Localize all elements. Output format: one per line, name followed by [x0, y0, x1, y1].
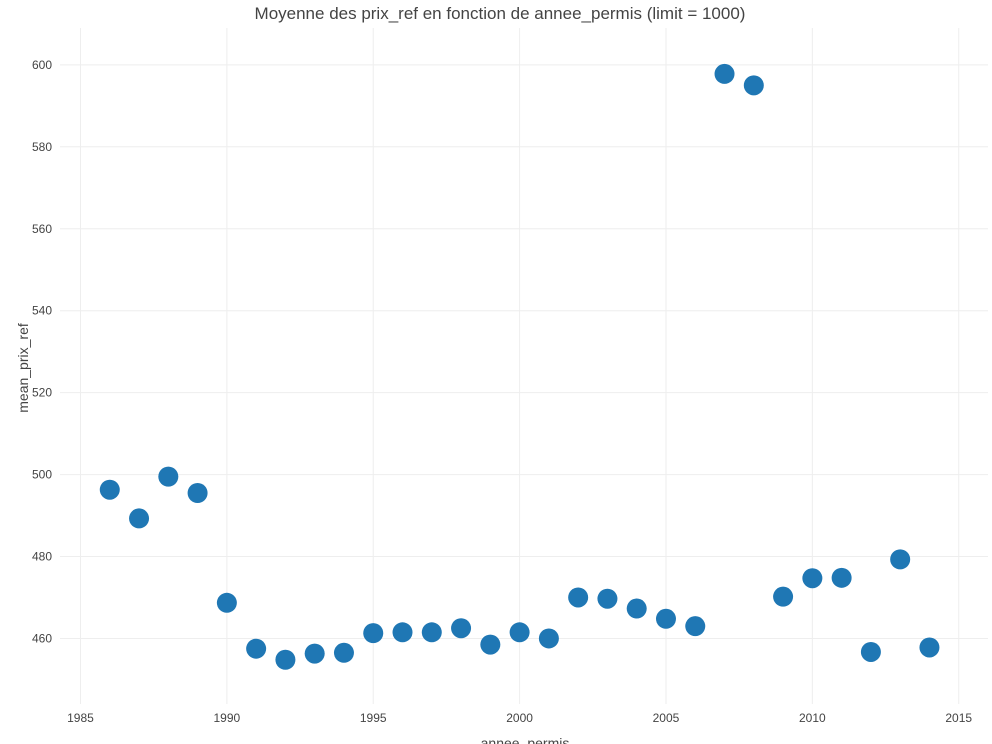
x-axis-title: annee_permis — [481, 735, 570, 744]
x-tick-label: 1995 — [360, 711, 387, 725]
data-point[interactable] — [129, 508, 150, 529]
data-point[interactable] — [626, 598, 647, 619]
data-point[interactable] — [158, 466, 179, 487]
data-point[interactable] — [773, 586, 794, 607]
y-tick-label: 600 — [32, 58, 52, 72]
data-point[interactable] — [480, 634, 501, 655]
x-tick-label: 2005 — [653, 711, 680, 725]
y-tick-label: 480 — [32, 550, 52, 564]
data-point[interactable] — [275, 649, 296, 670]
data-point[interactable] — [187, 483, 208, 504]
y-tick-label: 580 — [32, 140, 52, 154]
y-axis-title: mean_prix_ref — [15, 323, 31, 413]
data-point[interactable] — [919, 637, 940, 658]
data-point[interactable] — [451, 618, 472, 639]
data-point[interactable] — [99, 479, 120, 500]
data-point[interactable] — [363, 623, 384, 644]
data-point[interactable] — [831, 567, 852, 588]
data-point[interactable] — [216, 592, 237, 613]
x-axis-ticks: 1985 1990 1995 2000 2005 2010 2015 — [67, 711, 972, 725]
data-point[interactable] — [333, 642, 354, 663]
data-point[interactable] — [304, 643, 325, 664]
data-point[interactable] — [860, 641, 881, 662]
y-tick-label: 500 — [32, 468, 52, 482]
data-point[interactable] — [392, 622, 413, 643]
data-point[interactable] — [890, 549, 911, 570]
chart-title: Moyenne des prix_ref en fonction de anne… — [255, 4, 746, 23]
data-point[interactable] — [538, 628, 559, 649]
data-point[interactable] — [421, 622, 442, 643]
data-point[interactable] — [743, 75, 764, 96]
grid-lines — [60, 28, 988, 704]
x-tick-label: 2015 — [945, 711, 972, 725]
data-point[interactable] — [685, 616, 706, 637]
y-tick-label: 560 — [32, 222, 52, 236]
data-point[interactable] — [246, 638, 267, 659]
y-tick-label: 540 — [32, 304, 52, 318]
x-tick-label: 2010 — [799, 711, 826, 725]
y-axis-ticks: 460 480 500 520 540 560 580 600 — [32, 58, 52, 646]
data-points — [99, 63, 940, 670]
y-tick-label: 520 — [32, 386, 52, 400]
x-tick-label: 1985 — [67, 711, 94, 725]
data-point[interactable] — [568, 587, 589, 608]
data-point[interactable] — [655, 608, 676, 629]
x-tick-label: 2000 — [506, 711, 533, 725]
y-tick-label: 460 — [32, 631, 52, 645]
data-point[interactable] — [714, 63, 735, 84]
x-tick-label: 1990 — [214, 711, 241, 725]
data-point[interactable] — [802, 568, 823, 589]
data-point[interactable] — [597, 588, 618, 609]
data-point[interactable] — [509, 622, 530, 643]
